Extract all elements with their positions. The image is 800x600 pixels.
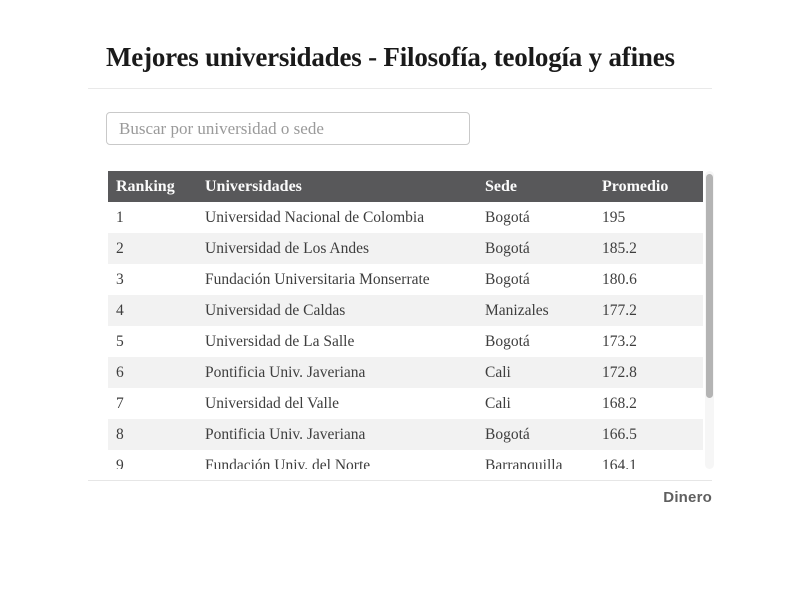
table-row: 9 Fundación Univ. del Norte Barranquilla 16… — [108, 450, 703, 470]
cell-ranking: 6 — [116, 363, 124, 381]
cell-universidad: Universidad de La Salle — [205, 332, 355, 350]
cell-promedio: 173.2 — [602, 332, 637, 350]
table-row: 3 Fundación Universitaria Monserrate Bogot… — [108, 264, 703, 296]
cell-promedio: 164.1 — [602, 456, 637, 470]
cell-ranking: 8 — [116, 425, 124, 443]
cell-sede: Bogotá — [485, 239, 530, 257]
cell-universidad: Universidad Nacional de Colombia — [205, 208, 425, 226]
cell-promedio: 195 — [602, 208, 626, 226]
cell-promedio: 180.6 — [602, 270, 637, 288]
cell-promedio: 185.2 — [602, 239, 637, 257]
cell-promedio: 177.2 — [602, 301, 637, 319]
ranking-table-container: Ranking Universidades Sede Promedio 1 Uni… — [108, 171, 714, 470]
cell-sede: Cali — [485, 363, 511, 381]
title-divider — [88, 88, 712, 90]
cell-universidad: Universidad de Caldas — [205, 301, 346, 319]
cell-universidad: Fundación Univ. del Norte — [205, 456, 371, 470]
cell-universidad: Fundación Universitaria Monserrate — [205, 270, 430, 288]
col-header-promedio[interactable]: Promedio — [594, 171, 703, 203]
cell-universidad: Universidad de Los Andes — [205, 239, 370, 257]
cell-ranking: 5 — [116, 332, 124, 350]
source-logo: Dinero — [663, 489, 712, 507]
ranking-table: Ranking Universidades Sede Promedio 1 Uni… — [108, 171, 703, 470]
col-header-sede[interactable]: Sede — [477, 171, 594, 203]
cell-promedio: 168.2 — [602, 394, 637, 412]
cell-ranking: 4 — [116, 301, 124, 319]
table-row: 6 Pontificia Univ. Javeriana Cali 172.8 — [108, 357, 703, 389]
table-row: 1 Universidad Nacional de Colombia Bogotá 1… — [108, 202, 703, 234]
cell-ranking: 1 — [116, 208, 124, 226]
table-body: 1 Universidad Nacional de Colombia Bogotá 1… — [108, 202, 703, 470]
cell-ranking: 7 — [116, 394, 124, 412]
content-card: Mejores universidades - Filosofía, teolo… — [88, 0, 714, 507]
cell-sede: Barranquilla — [485, 456, 563, 470]
cell-universidad: Universidad del Valle — [205, 394, 340, 412]
cell-promedio: 166.5 — [602, 425, 637, 443]
cell-sede: Bogotá — [485, 208, 530, 226]
cell-sede: Manizales — [485, 301, 549, 319]
cell-ranking: 9 — [116, 456, 124, 470]
search-input[interactable] — [106, 112, 470, 146]
footer-divider — [88, 480, 712, 482]
cell-universidad: Pontificia Univ. Javeriana — [205, 363, 366, 381]
cell-sede: Cali — [485, 394, 511, 412]
cell-sede: Bogotá — [485, 332, 530, 350]
scrollbar-thumb[interactable] — [706, 174, 713, 399]
table-header-row: Ranking Universidades Sede Promedio — [108, 171, 703, 203]
col-header-universidades[interactable]: Universidades — [197, 171, 477, 203]
table-row: 2 Universidad de Los Andes Bogotá 185.2 — [108, 233, 703, 265]
table-row: 5 Universidad de La Salle Bogotá 173.2 — [108, 326, 703, 358]
cell-universidad: Pontificia Univ. Javeriana — [205, 425, 366, 443]
cell-promedio: 172.8 — [602, 363, 637, 381]
cell-sede: Bogotá — [485, 425, 530, 443]
table-row: 8 Pontificia Univ. Javeriana Bogotá 166.5 — [108, 419, 703, 451]
cell-ranking: 3 — [116, 270, 124, 288]
cell-sede: Bogotá — [485, 270, 530, 288]
table-row: 7 Universidad del Valle Cali 168.2 — [108, 388, 703, 420]
col-header-ranking[interactable]: Ranking — [108, 171, 197, 203]
cell-ranking: 2 — [116, 239, 124, 257]
page-title: Mejores universidades - Filosofía, teolo… — [106, 42, 675, 72]
scrollbar-track[interactable] — [705, 171, 714, 470]
table-row: 4 Universidad de Caldas Manizales 177.2 — [108, 295, 703, 327]
